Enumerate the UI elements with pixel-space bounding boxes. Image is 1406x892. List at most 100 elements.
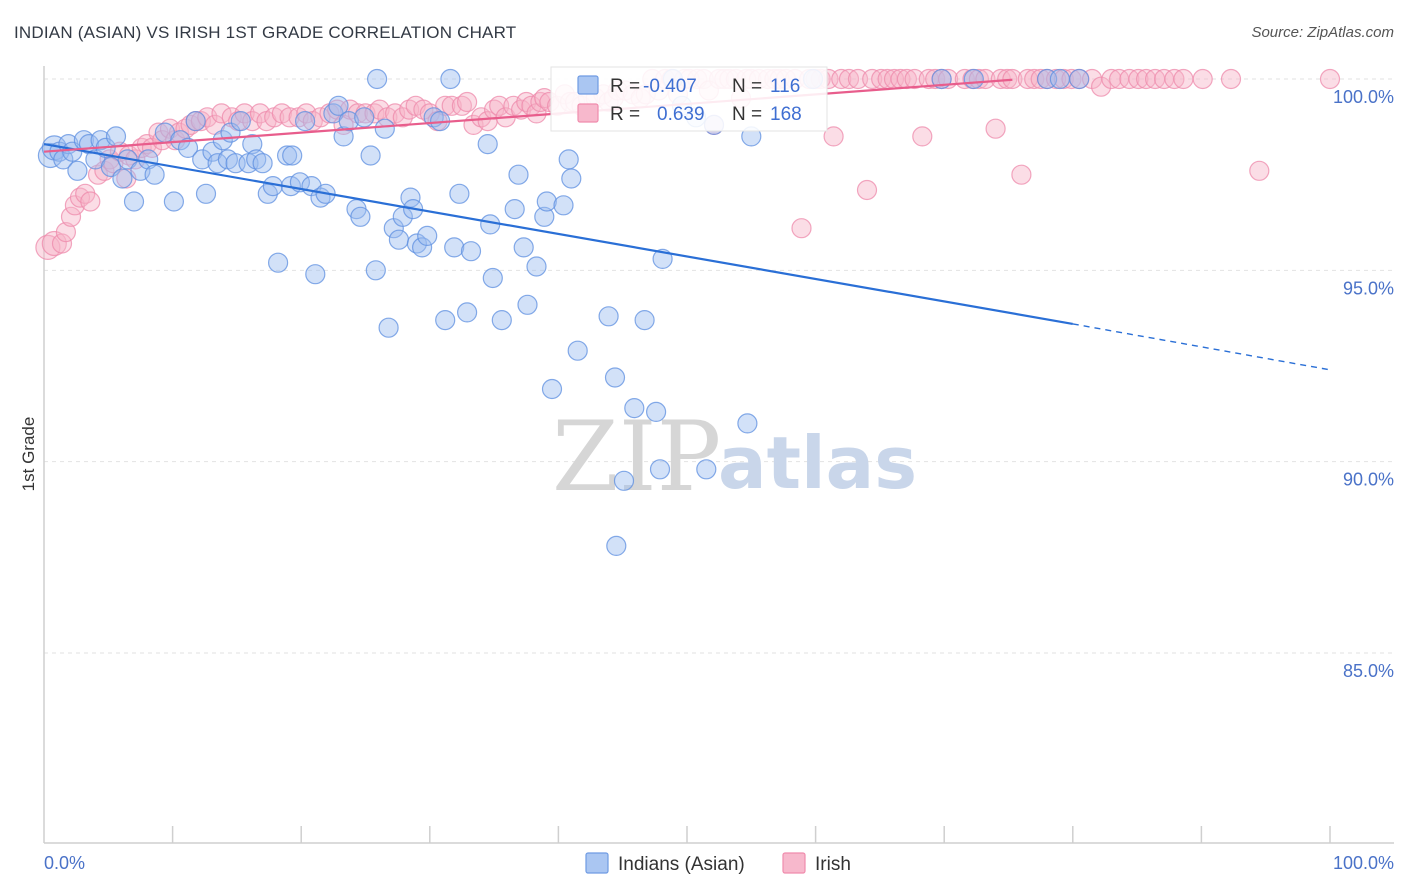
indians-asian-point <box>737 413 758 434</box>
irish-point <box>1173 68 1194 90</box>
y-tick-label: 85.0% <box>1343 661 1394 681</box>
indians-asian-point <box>649 459 671 480</box>
irish-point <box>1192 68 1213 90</box>
y-tick-label: 90.0% <box>1343 470 1394 490</box>
irish-point <box>51 233 73 254</box>
indians-asian-point <box>460 241 482 262</box>
irish-point <box>1319 68 1341 90</box>
stats-n-value-blue: 116 <box>770 76 800 97</box>
source-label: Source: ZipAtlas.com <box>1251 24 1394 41</box>
irish-point <box>1090 76 1112 97</box>
irish-point <box>60 206 82 227</box>
indians-asian-point <box>526 256 547 277</box>
indians-asian-point <box>604 367 626 388</box>
irish-point <box>823 126 844 147</box>
irish-point <box>55 222 77 243</box>
irish-trend-line <box>43 78 1013 153</box>
indians-asian-point <box>553 195 574 216</box>
indians-asian-point <box>561 168 582 189</box>
indians-asian-point <box>491 310 512 331</box>
stats-n-label-pink: N = <box>732 104 762 125</box>
irish-point <box>856 179 878 201</box>
irish-point <box>912 126 933 147</box>
indians-asian-point <box>480 214 501 235</box>
indians-asian-point <box>513 237 534 258</box>
irish-point <box>1101 68 1122 90</box>
axes <box>43 66 1394 844</box>
trend-lines <box>43 78 1331 371</box>
stats-r-value-blue: -0.407 <box>643 76 697 97</box>
irish-point <box>471 107 492 128</box>
indians-asian-point <box>360 145 381 166</box>
indians-asian-point <box>696 459 717 480</box>
stats-r-value-pink: 0.639 <box>657 104 705 125</box>
indians-asian-point <box>652 248 673 269</box>
irish-point <box>1011 164 1032 185</box>
irish-point <box>1061 68 1082 90</box>
indians-asian-point <box>282 145 303 166</box>
irish-point <box>831 68 852 90</box>
indians-asian-point <box>350 206 371 227</box>
indians-asian-point <box>123 191 145 212</box>
indians-asian-point <box>177 137 199 158</box>
irish-point <box>399 99 420 120</box>
stats-swatch-blue <box>577 75 599 95</box>
indians-asian-point <box>598 306 619 327</box>
stats-r-label-pink: R = <box>610 104 640 125</box>
stats-n-label-blue: N = <box>732 76 762 97</box>
indians-asian-point <box>338 110 359 132</box>
indians-asian-point <box>144 164 165 185</box>
irish-point <box>968 68 990 90</box>
indians-asian-trend-line <box>43 142 1073 325</box>
indians-asian-point <box>367 68 388 90</box>
indians-asian-point <box>504 199 525 220</box>
indians-asian-point <box>477 134 498 155</box>
watermark-zip: ZIP <box>552 401 721 513</box>
y-axis-label: 1st Grade <box>19 417 38 492</box>
indians-asian-point <box>444 237 465 258</box>
watermark-atlas: atlas <box>718 421 917 505</box>
irish-point <box>457 91 478 113</box>
irish-point <box>1249 160 1270 181</box>
irish-point <box>211 103 232 124</box>
indians-asian-point <box>277 145 298 166</box>
irish-point <box>985 118 1006 139</box>
irish-point <box>489 95 510 116</box>
indians-asian-point <box>305 264 326 285</box>
indians-asian-point <box>112 168 133 189</box>
indians-asian-points <box>37 68 1090 557</box>
indians-asian-point <box>440 68 461 90</box>
y-tick-labels: 100.0% 95.0% 90.0% 85.0% <box>1333 87 1394 681</box>
indians-asian-point <box>328 95 349 116</box>
irish-point <box>441 95 462 116</box>
indians-asian-point <box>435 310 456 331</box>
indians-asian-point <box>333 126 354 147</box>
indians-asian-point <box>246 149 267 170</box>
indians-asian-point <box>624 398 645 419</box>
irish-point <box>1220 68 1242 90</box>
indians-asian-point <box>378 317 399 338</box>
irish-point <box>791 218 812 239</box>
indians-asian-point <box>1069 68 1090 90</box>
x-tick-label-max: 100.0% <box>1333 853 1394 873</box>
irish-point <box>242 110 263 132</box>
indians-asian-point <box>412 237 433 258</box>
indians-asian-point <box>195 183 217 204</box>
indians-asian-point <box>242 134 263 155</box>
indians-asian-point <box>295 110 316 132</box>
indians-asian-point <box>105 126 127 147</box>
irish-point <box>1002 68 1023 90</box>
indians-asian-point <box>963 68 984 90</box>
indians-asian-point <box>1049 68 1071 90</box>
indians-asian-point <box>268 252 289 273</box>
indians-asian-point <box>374 118 395 139</box>
irish-point <box>1128 68 1149 90</box>
indians-asian-point <box>388 229 409 250</box>
indians-asian-point <box>449 183 470 204</box>
x-tick-label-min: 0.0% <box>44 853 85 873</box>
indians-asian-point <box>517 294 538 315</box>
indians-asian-point <box>508 164 529 185</box>
indians-asian-point <box>252 153 273 174</box>
irish-point <box>847 68 869 90</box>
indians-asian-point <box>417 225 438 246</box>
